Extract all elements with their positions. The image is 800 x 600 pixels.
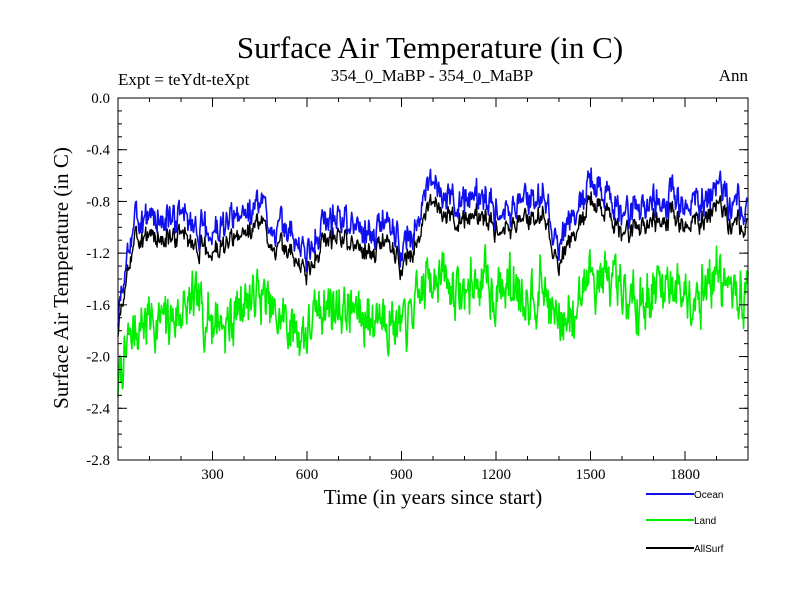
y-tick-label: -0.8 [86,194,110,210]
x-tick-label: 1800 [670,467,700,483]
legend: Ocean Land AllSurf [646,490,724,555]
x-tick-label: 300 [201,467,224,483]
axis-layer: 300 600 900 1200 1500 1800 0.0 -0.4 -0.8 -1.2 -1.6… [86,91,748,483]
plot-frame [117,97,749,461]
y-tick-label: -1.2 [86,246,110,262]
x-tick-label: 1500 [576,467,606,483]
x-tick-label: 900 [390,467,413,483]
chart-title: Surface Air Temperature (in C) [237,30,623,65]
legend-label-land: Land [694,516,716,527]
experiment-ids: 354_0_MaBP - 354_0_MaBP [331,66,533,85]
y-tick-label: -2.8 [86,453,110,469]
series-line-ocean [117,167,749,327]
y-axis-label: Surface Air Temperature (in C) [49,147,73,409]
series-line-land [117,244,749,398]
y-tick-label: -1.6 [86,298,110,314]
y-tick-label: -2.4 [86,401,110,417]
annual-label: Ann [719,66,749,85]
y-tick-label: 0.0 [91,91,110,107]
x-tick-label: 1200 [481,467,511,483]
legend-label-allsurf: AllSurf [694,544,724,555]
series-layer [117,167,749,398]
experiment-label: Expt = teYdt-teXpt [118,70,250,89]
x-axis-label: Time (in years since start) [324,485,543,509]
y-tick-label: -2.0 [86,350,110,366]
series-line-allsurf [117,191,749,337]
y-tick-label: -0.4 [86,143,110,159]
legend-label-ocean: Ocean [694,490,723,501]
x-tick-label: 600 [296,467,319,483]
